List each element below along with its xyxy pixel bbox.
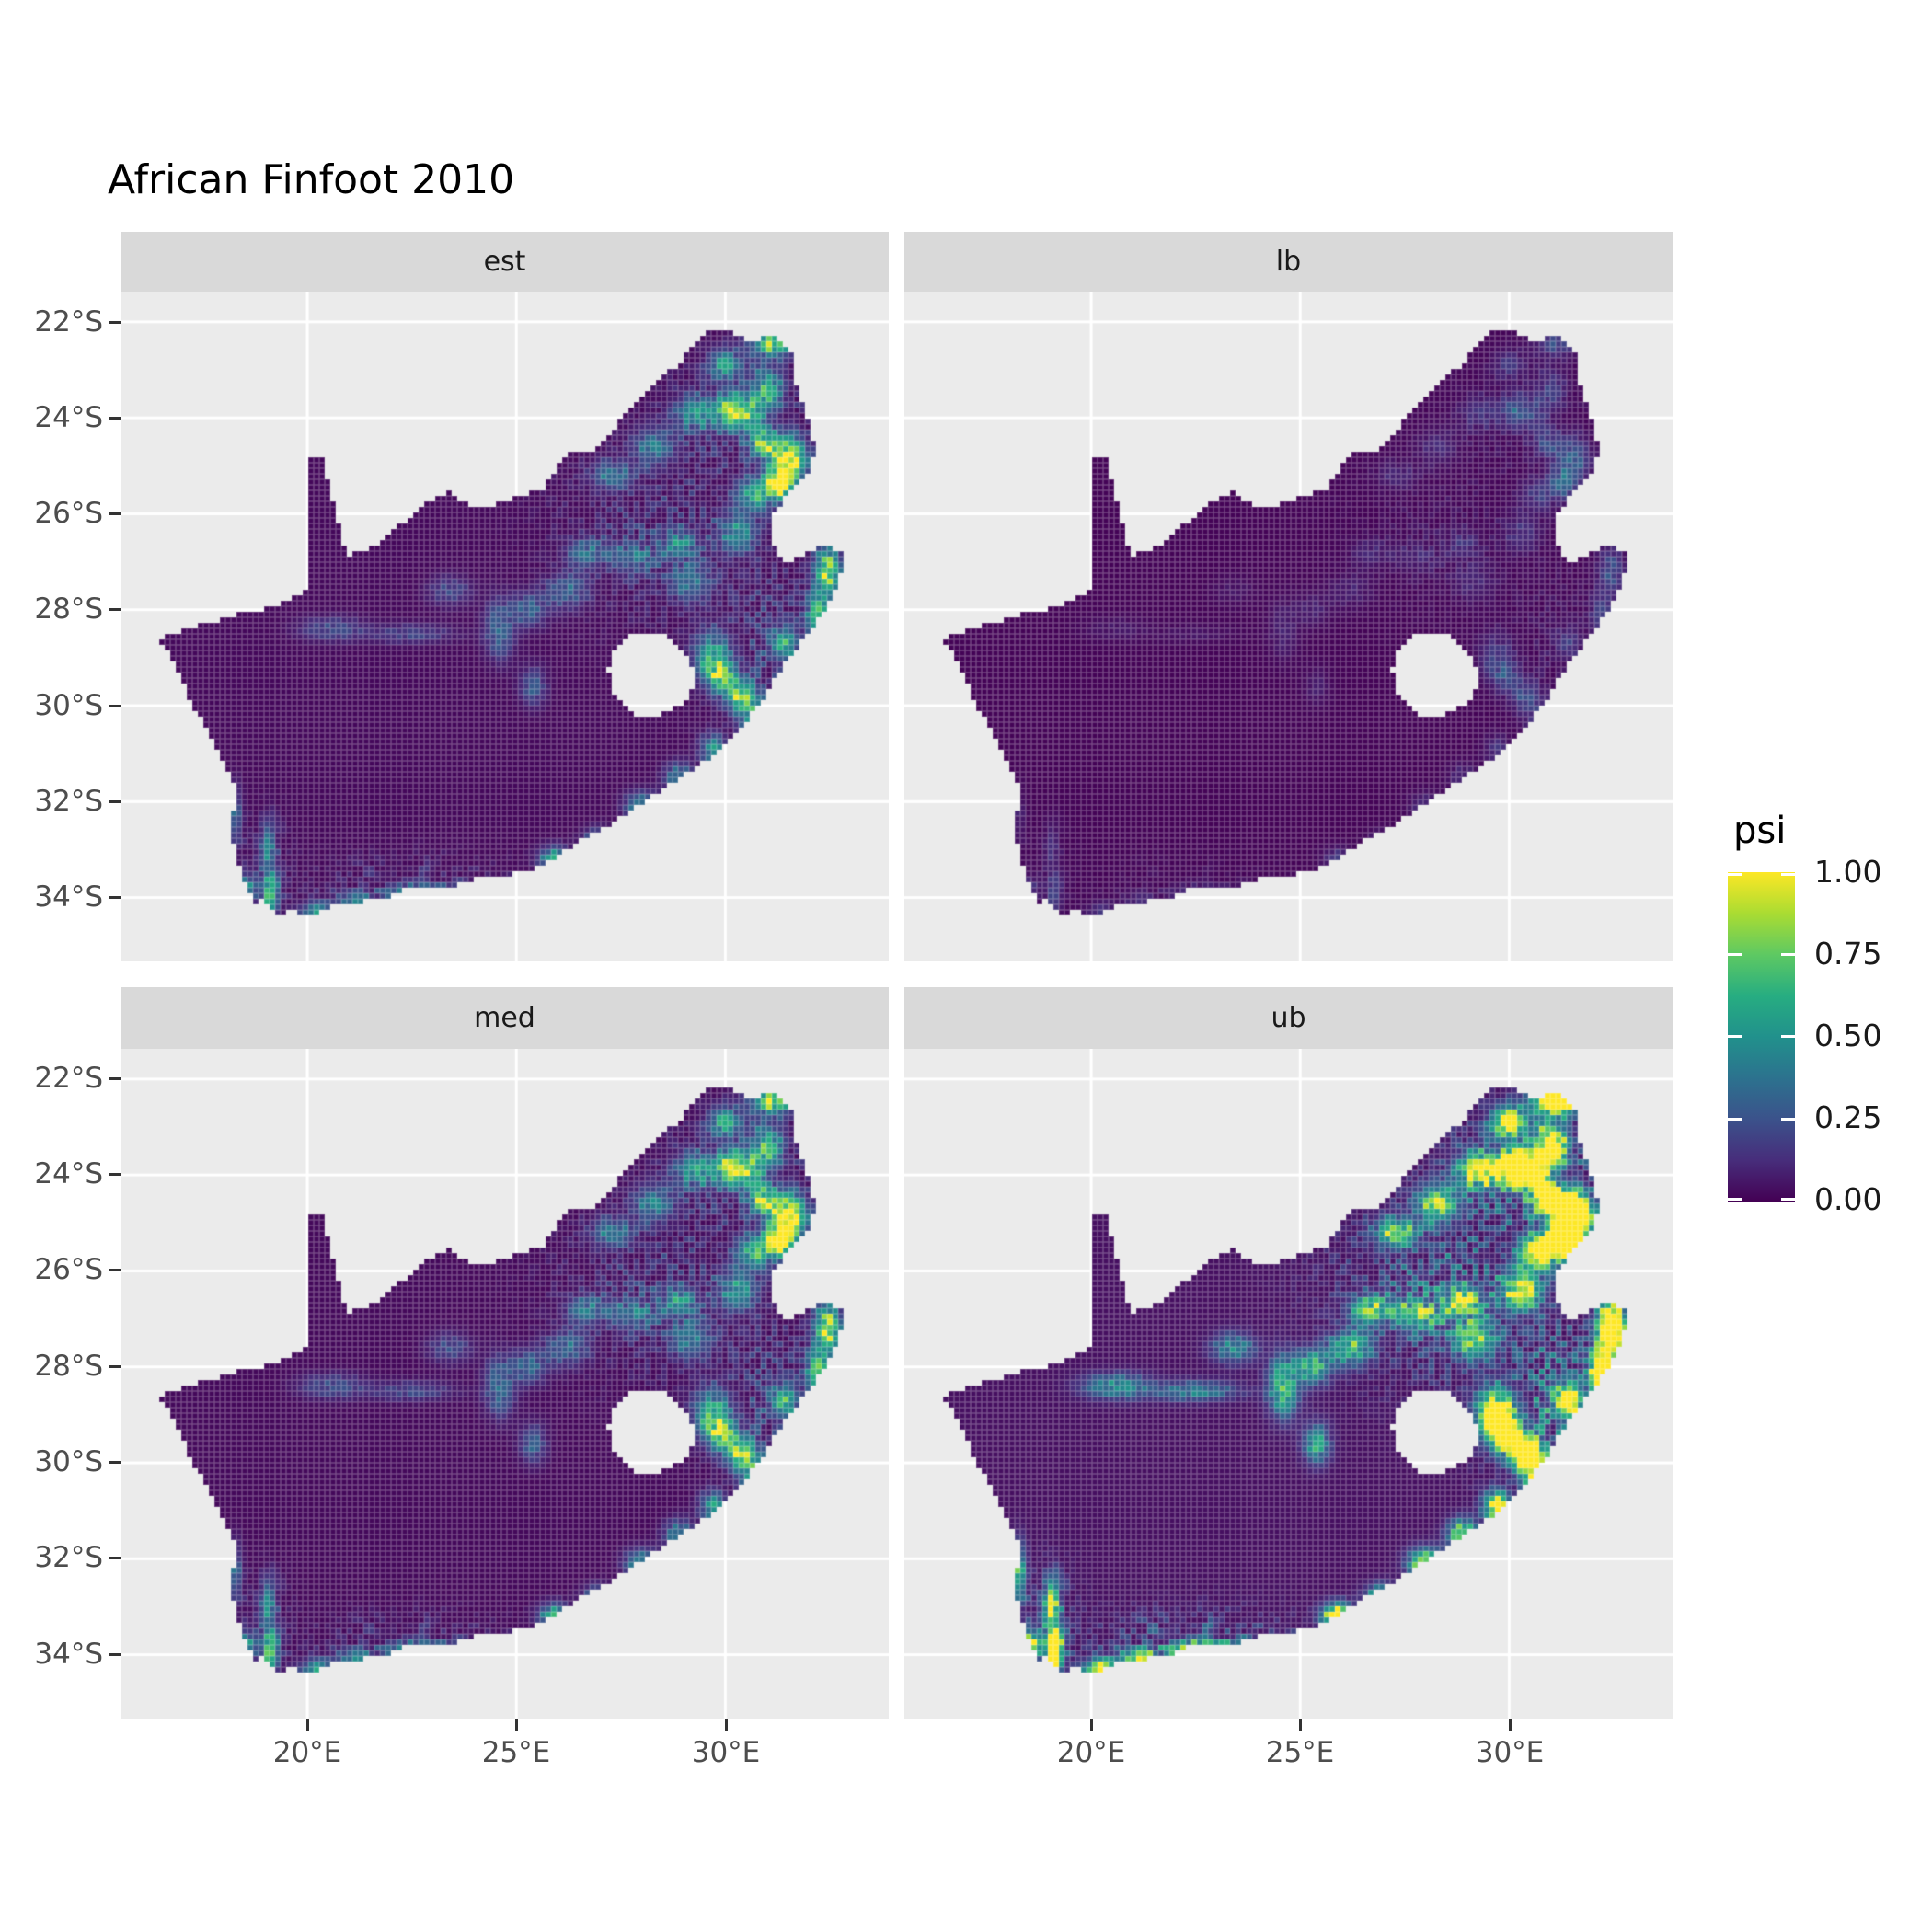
y-axis-label: 30°S	[34, 1445, 103, 1478]
y-axis-tick	[109, 800, 121, 803]
facet-strip-est: est	[121, 232, 889, 292]
x-axis-tick	[515, 1719, 518, 1731]
map-panel-est	[121, 292, 889, 961]
y-axis-tick	[109, 512, 121, 515]
legend-tick	[1781, 1035, 1795, 1038]
legend-tick	[1781, 1118, 1795, 1121]
legend-tick	[1728, 1118, 1742, 1121]
y-axis-tick	[109, 896, 121, 899]
map-panel-lb	[904, 292, 1673, 961]
map-panel-med	[121, 1049, 889, 1719]
y-axis-label: 34°S	[34, 1638, 103, 1671]
facet-strip-lb: lb	[904, 232, 1673, 292]
y-axis-tick	[109, 705, 121, 707]
x-axis-label: 20°E	[272, 1736, 342, 1769]
x-axis-tick	[306, 1719, 309, 1731]
legend-label: 0.00	[1814, 1181, 1882, 1217]
y-axis-tick	[109, 321, 121, 324]
y-axis-label: 28°S	[34, 592, 103, 626]
legend-label: 0.50	[1814, 1018, 1882, 1053]
legend-tick	[1728, 953, 1742, 956]
y-axis-label: 26°S	[34, 497, 103, 530]
y-axis-tick	[109, 1653, 121, 1656]
legend-tick	[1728, 1198, 1742, 1201]
y-axis-label: 22°S	[34, 1062, 103, 1095]
y-axis-tick	[109, 1461, 121, 1464]
legend-label: 1.00	[1814, 854, 1882, 890]
y-axis-label: 32°S	[34, 1541, 103, 1574]
facet-strip-label: lb	[1275, 246, 1302, 278]
y-axis-label: 26°S	[34, 1253, 103, 1286]
y-axis-label: 24°S	[34, 1157, 103, 1190]
facet-strip-label: est	[483, 246, 526, 278]
y-axis-tick	[109, 417, 121, 420]
x-axis-tick	[1509, 1719, 1512, 1731]
y-axis-tick	[109, 1077, 121, 1080]
legend-tick	[1728, 873, 1742, 876]
y-axis-tick	[109, 1557, 121, 1559]
facet-strip-med: med	[121, 987, 889, 1049]
x-axis-tick	[1299, 1719, 1302, 1731]
facet-strip-label: ub	[1271, 1002, 1306, 1034]
legend-label: 0.25	[1814, 1099, 1882, 1135]
x-axis-label: 25°E	[481, 1736, 551, 1769]
y-axis-label: 22°S	[34, 305, 103, 339]
y-axis-tick	[109, 1365, 121, 1368]
legend-tick	[1781, 953, 1795, 956]
y-axis-label: 28°S	[34, 1350, 103, 1383]
legend-label: 0.75	[1814, 936, 1882, 972]
x-axis-label: 30°E	[1475, 1736, 1545, 1769]
x-axis-label: 20°E	[1056, 1736, 1126, 1769]
y-axis-label: 30°S	[34, 689, 103, 722]
legend-tick	[1781, 1198, 1795, 1201]
legend-tick	[1728, 1035, 1742, 1038]
x-axis-label: 25°E	[1265, 1736, 1335, 1769]
figure-title: African Finfoot 2010	[108, 156, 515, 203]
y-axis-label: 34°S	[34, 880, 103, 914]
x-axis-tick	[1090, 1719, 1093, 1731]
y-axis-tick	[109, 608, 121, 611]
legend-tick	[1781, 873, 1795, 876]
map-panel-ub	[904, 1049, 1673, 1719]
y-axis-label: 24°S	[34, 401, 103, 434]
facet-strip-ub: ub	[904, 987, 1673, 1049]
y-axis-tick	[109, 1269, 121, 1271]
y-axis-tick	[109, 1173, 121, 1176]
y-axis-label: 32°S	[34, 785, 103, 818]
x-axis-label: 30°E	[691, 1736, 761, 1769]
legend-title: psi	[1733, 810, 1787, 852]
x-axis-tick	[725, 1719, 728, 1731]
facet-strip-label: med	[474, 1002, 535, 1034]
